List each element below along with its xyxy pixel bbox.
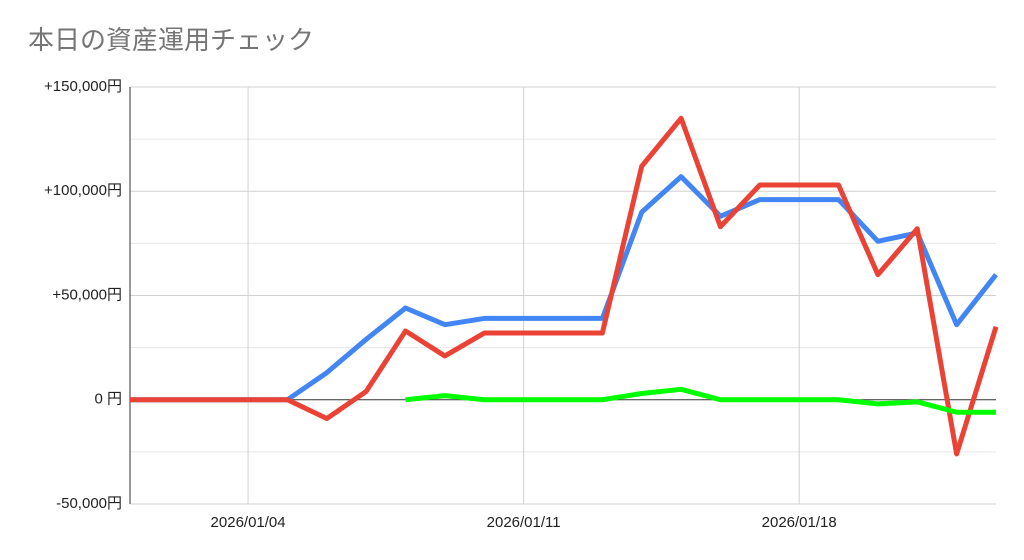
x-tick-label: 2026/01/04 xyxy=(211,514,286,531)
y-tick-label: 0 円 xyxy=(94,391,122,408)
x-tick-label: 2026/01/11 xyxy=(487,514,561,531)
chart-title: 本日の資産運用チェック xyxy=(28,25,314,55)
y-tick-label: +50,000円 xyxy=(52,286,122,303)
x-tick-label: 2026/01/18 xyxy=(762,514,837,531)
data-line xyxy=(130,174,998,403)
data-line xyxy=(405,386,996,415)
y-tick-label: +100,000円 xyxy=(44,182,122,199)
y-tick-label: +150,000円 xyxy=(44,78,122,95)
data-line xyxy=(130,115,999,457)
y-tick-label: -50,000円 xyxy=(56,495,122,512)
